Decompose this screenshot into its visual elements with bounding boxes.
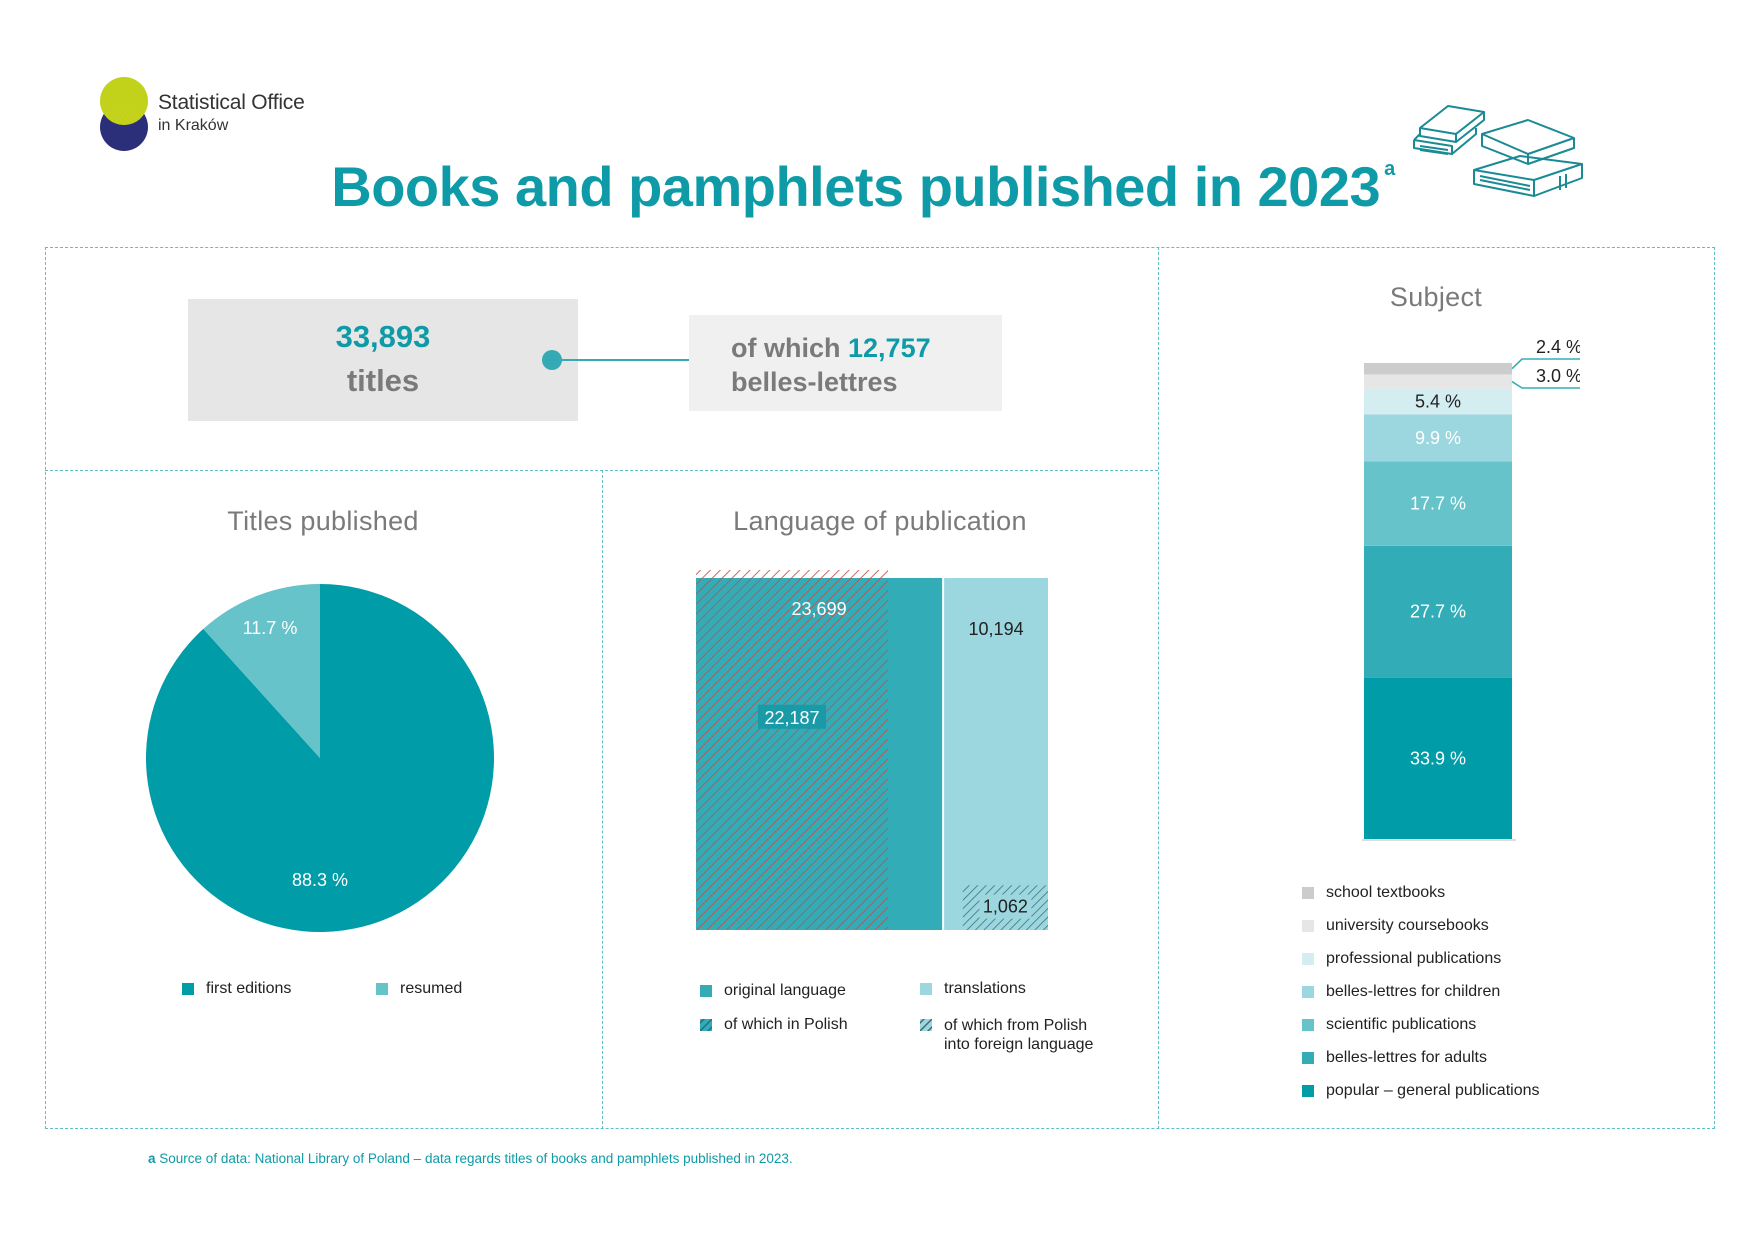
- title-note-mark: a: [1384, 158, 1395, 180]
- belles-lettres-label: belles-lettres: [731, 367, 898, 397]
- legend-swatch: [1302, 920, 1314, 932]
- subject-legend-item: professional publications: [1302, 950, 1539, 983]
- stack-value-label: 9.9 %: [1415, 428, 1461, 448]
- footnote-text: Source of data: National Library of Pola…: [159, 1151, 793, 1166]
- legend-original-language: original language: [700, 982, 846, 1000]
- legend-label-from-polish: of which from Polish into foreign langua…: [944, 1017, 1094, 1054]
- subject-legend-item: belles-lettres for children: [1302, 983, 1539, 1016]
- callout-line: [1511, 358, 1580, 370]
- callout-line: [1511, 380, 1580, 389]
- legend-swatch: [1302, 1052, 1314, 1064]
- total-titles-label: titles: [346, 363, 420, 398]
- page-title-text: Books and pamphlets published in 2023: [331, 155, 1381, 218]
- connector-dot: [542, 350, 562, 370]
- legend-swatch-of-which-in-polish: [700, 1019, 712, 1031]
- pie-chart-title: Titles published: [227, 506, 419, 536]
- subject-legend-item: belles-lettres for adults: [1302, 1049, 1539, 1082]
- belles-lettres-value: 12,757: [848, 333, 931, 363]
- value-label-original-language: 23,699: [792, 599, 847, 619]
- stack-segment-1: [1364, 545, 1512, 678]
- stack-segment-6: [1364, 363, 1512, 375]
- bar-of-which-in-polish: [696, 570, 888, 930]
- subject-legend-item: school textbooks: [1302, 884, 1539, 917]
- footnote: a Source of data: National Library of Po…: [148, 1151, 793, 1166]
- language-chart-title: Language of publication: [733, 506, 1027, 536]
- stack-segment-3: [1364, 414, 1512, 462]
- legend-swatch: [1302, 953, 1314, 965]
- legend-swatch: [1302, 887, 1314, 899]
- legend-swatch-original-language: [700, 985, 712, 997]
- subject-chart-title: Subject: [1389, 282, 1483, 312]
- legend-label-of-which-in-polish: of which in Polish: [724, 1016, 848, 1033]
- divider-vertical-middle: [602, 470, 603, 1129]
- page-title: Books and pamphlets published in 2023 a: [0, 154, 1740, 219]
- books-stack-icon: [1413, 105, 1583, 197]
- label-box-from-polish: [979, 894, 1032, 919]
- legend-label-resumed: resumed: [400, 980, 463, 997]
- legend-label-translations: translations: [944, 980, 1026, 997]
- value-label-from-polish: 1,062: [983, 897, 1028, 917]
- legend-translations: translations: [920, 980, 1026, 998]
- legend-swatch: [1302, 1085, 1314, 1097]
- language-chart: 23,699 10,194 22,187 1,062: [696, 570, 1048, 930]
- stack-value-label-callout: 3.0 %: [1536, 366, 1580, 386]
- legend-label: professional publications: [1326, 950, 1502, 967]
- stack-value-label: 5.4 %: [1415, 392, 1461, 412]
- bar-translations: [944, 578, 1048, 930]
- legend-label: university coursebooks: [1326, 917, 1489, 934]
- infographic-frame: [45, 247, 1715, 1129]
- stack-value-label-callout: 2.4 %: [1536, 337, 1580, 357]
- legend-label: belles-lettres for children: [1326, 983, 1501, 1000]
- footnote-mark: a: [148, 1151, 156, 1166]
- legend-swatch-from-polish: [920, 1019, 932, 1031]
- legend-label: school textbooks: [1326, 884, 1446, 901]
- legend-of-which-in-polish: of which in Polish: [700, 1016, 848, 1034]
- legend-label-first-editions: first editions: [206, 980, 292, 997]
- stack-segment-2: [1364, 461, 1512, 546]
- stack-value-label: 27.7 %: [1410, 602, 1466, 622]
- pie-value-label: 88.3 %: [292, 870, 348, 890]
- pie-slice-resumed: [203, 584, 320, 758]
- total-titles-value: 33,893: [335, 319, 431, 354]
- subject-legend-item: popular – general publications: [1302, 1082, 1539, 1115]
- subject-legend-item: scientific publications: [1302, 1016, 1539, 1049]
- value-label-in-polish: 22,187: [764, 708, 819, 728]
- stack-value-label: 33.9 %: [1410, 748, 1466, 768]
- logo-text: Statistical Office in Kraków: [158, 91, 305, 135]
- legend-from-polish: of which from Polish into foreign langua…: [920, 1016, 1110, 1054]
- subject-legend-item: university coursebooks: [1302, 917, 1539, 950]
- label-box-in-polish: [757, 704, 826, 729]
- belles-lettres-box: of which 12,757 belles-lettres: [689, 315, 1002, 411]
- legend-swatch-first-editions: [182, 983, 194, 995]
- subject-stacked-chart: 33.9 % 27.7 % 17.7 % 9.9 % 5.4 % 3.0 % 2.4 %: [1362, 337, 1580, 841]
- stack-segment-0: [1364, 677, 1512, 839]
- logo-line2: in Kraków: [158, 117, 229, 135]
- legend-swatch: [1302, 1019, 1314, 1031]
- legend-label-original-language: original language: [724, 982, 846, 999]
- logo-line1: Statistical Office: [158, 91, 305, 114]
- stack-segment-5: [1364, 374, 1512, 389]
- legend-label: popular – general publications: [1326, 1082, 1540, 1099]
- total-titles-box: 33,893 titles: [188, 299, 578, 421]
- value-label-translations: 10,194: [969, 619, 1024, 639]
- titles-pie-chart: 88.3 % 11.7 %: [145, 584, 494, 932]
- pie-value-label: 11.7 %: [243, 618, 298, 638]
- stack-value-label: 17.7 %: [1410, 494, 1466, 514]
- belles-lettres-line1: of which 12,757: [731, 333, 931, 364]
- connector-line: [550, 359, 690, 361]
- divider-horizontal: [45, 470, 1158, 471]
- legend-first-editions: first editions: [182, 980, 291, 998]
- belles-prefix: of which: [731, 333, 841, 363]
- legend-swatch-translations: [920, 983, 932, 995]
- legend-label: belles-lettres for adults: [1326, 1049, 1487, 1066]
- logo-circles-icon: [100, 77, 148, 151]
- subject-legend: school textbooks university coursebooks pr…: [1302, 884, 1539, 1115]
- divider-vertical-right: [1158, 247, 1159, 1129]
- legend-label: scientific publications: [1326, 1016, 1477, 1033]
- legend-resumed: resumed: [376, 980, 462, 998]
- legend-swatch-resumed: [376, 983, 388, 995]
- legend-swatch: [1302, 986, 1314, 998]
- pie-slice-first-editions: [145, 584, 494, 932]
- stack-segment-4: [1364, 388, 1512, 415]
